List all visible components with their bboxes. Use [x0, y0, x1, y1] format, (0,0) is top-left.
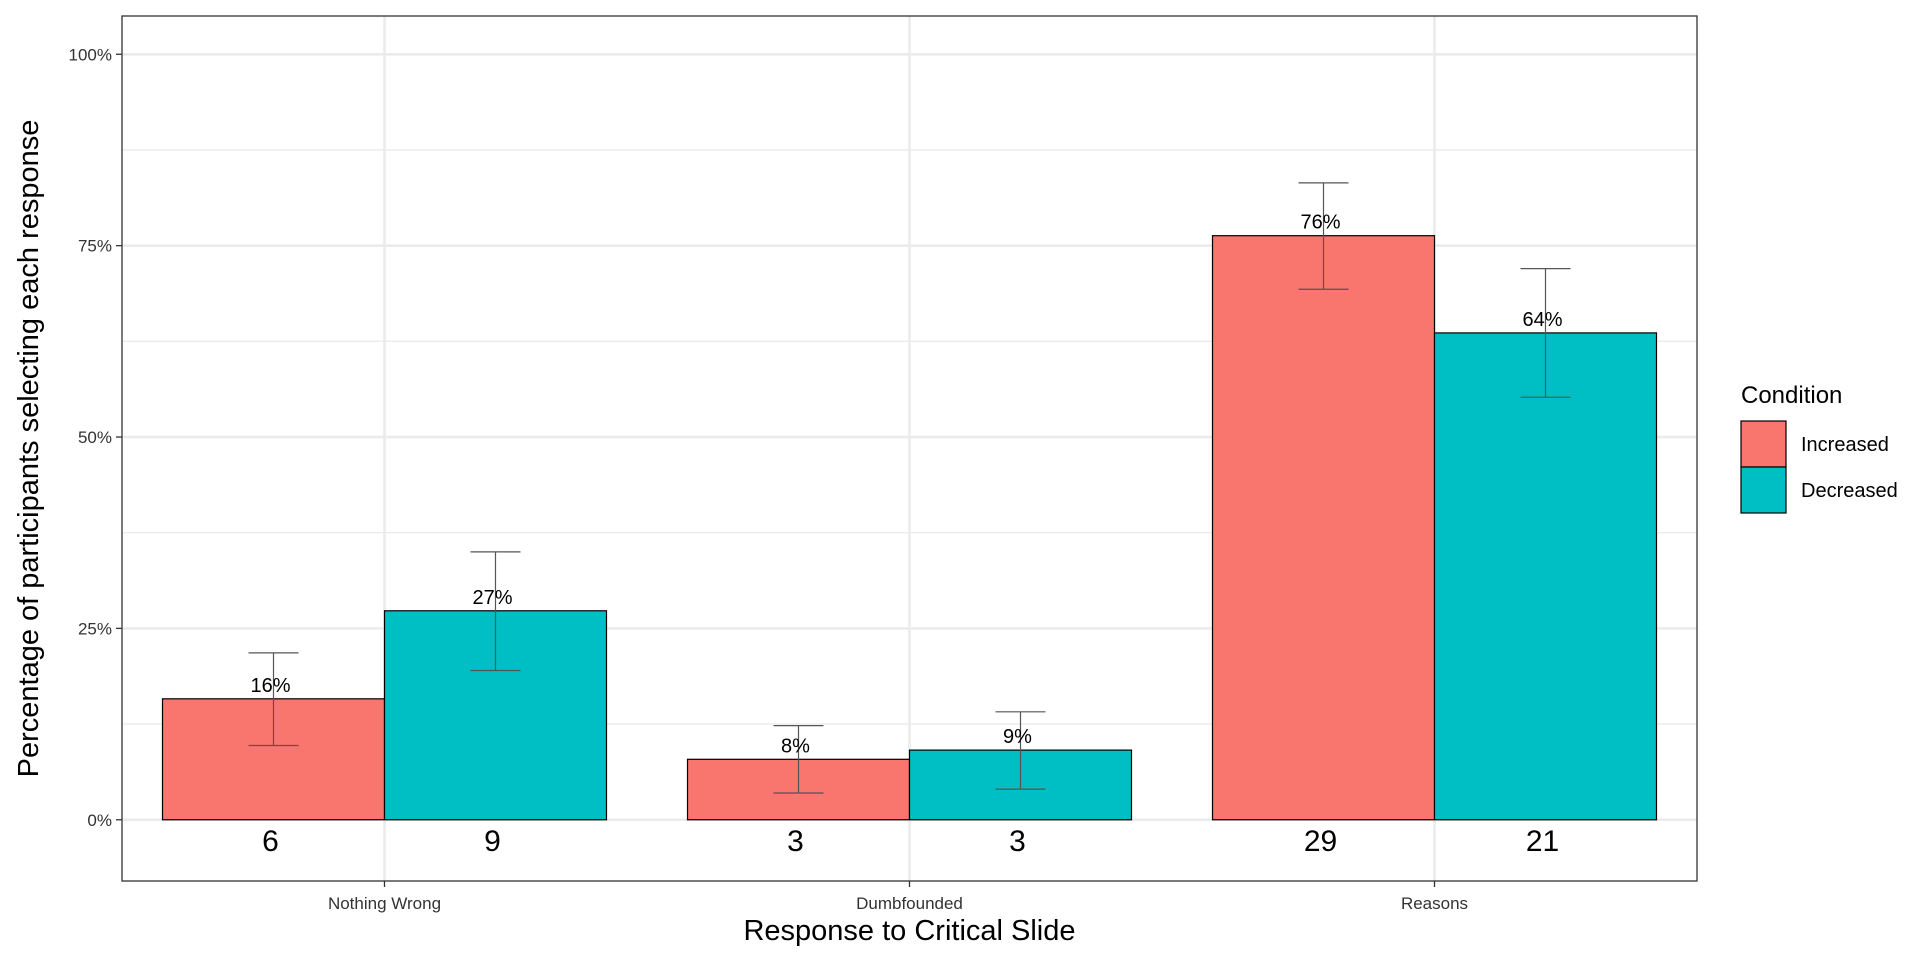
legend: Condition Increased Decreased — [1740, 382, 1898, 514]
x-axis-title: Response to Critical Slide — [743, 915, 1075, 947]
legend-title: Condition — [1741, 382, 1842, 409]
count-label: 29 — [1304, 825, 1337, 858]
data-label: 9% — [1003, 726, 1032, 748]
count-label: 3 — [1009, 825, 1026, 858]
y-tick-label: 100% — [69, 45, 112, 64]
data-label: 64% — [1522, 309, 1562, 331]
legend-key — [1740, 466, 1787, 514]
legend-key — [1740, 420, 1787, 468]
data-label: 76% — [1300, 212, 1340, 234]
bars — [161, 235, 1658, 821]
data-label: 8% — [781, 735, 810, 757]
error-bars — [248, 182, 1571, 794]
y-tick-label: 75% — [78, 237, 112, 256]
y-tick-label: 0% — [87, 811, 112, 830]
x-tick-label: Reasons — [1401, 894, 1468, 913]
legend-label: Increased — [1801, 434, 1889, 456]
count-label: 6 — [262, 825, 279, 858]
count-label: 3 — [787, 825, 804, 858]
legend-label: Decreased — [1801, 480, 1898, 502]
count-label: 21 — [1526, 825, 1559, 858]
count-labels: 6 3 29 9 3 21 — [262, 825, 1559, 858]
y-tick-label: 50% — [78, 428, 112, 447]
x-tick-label: Nothing Wrong — [328, 894, 441, 913]
x-tick-label: Dumbfounded — [856, 894, 963, 913]
data-label: 27% — [472, 587, 512, 609]
y-tick-label: 25% — [78, 619, 112, 638]
y-axis: 0% 25% 50% 75% 100% — [69, 45, 122, 830]
data-label: 16% — [250, 675, 290, 697]
bar — [1211, 235, 1436, 821]
bar — [1433, 332, 1658, 821]
data-labels: 16% 8% 76% 27% 9% 64% — [250, 212, 1562, 758]
count-label: 9 — [484, 825, 501, 858]
y-axis-title: Percentage of participants selecting eac… — [13, 120, 45, 778]
x-axis: Nothing Wrong Dumbfounded Reasons — [328, 881, 1468, 913]
